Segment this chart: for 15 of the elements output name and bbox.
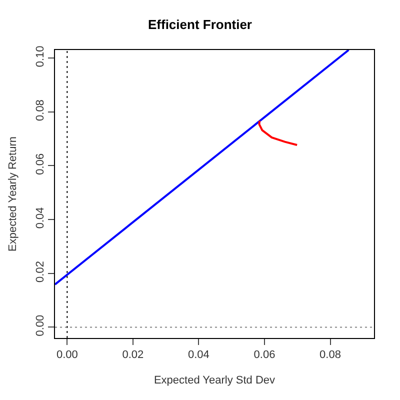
- y-tick-label: 0.04: [34, 207, 47, 229]
- y-tick-label: 0.02: [34, 261, 47, 282]
- y-tick-label: 0.08: [34, 100, 47, 121]
- y-axis-title: Expected Yearly Return: [7, 136, 20, 252]
- x-tick-label: 0.08: [320, 349, 341, 362]
- x-tick-label: 0.00: [56, 349, 78, 362]
- chart-title: Efficient Frontier: [148, 17, 252, 32]
- x-tick-label: 0.06: [254, 349, 276, 362]
- x-tick-label: 0.04: [188, 349, 210, 362]
- y-tick-label: 0.00: [34, 314, 47, 336]
- y-tick-label: 0.10: [34, 46, 47, 68]
- x-axis-title: Expected Yearly Std Dev: [154, 374, 276, 386]
- line-series: [258, 120, 298, 146]
- x-tick-label: 0.02: [122, 349, 144, 362]
- y-tick-label: 0.06: [34, 153, 47, 175]
